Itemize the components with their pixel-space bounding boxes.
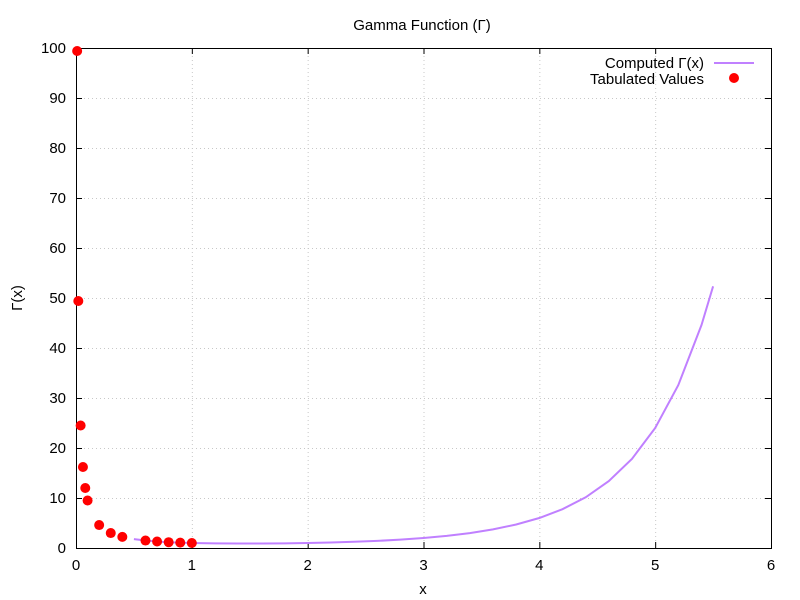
x-tick-label: 6 — [767, 557, 775, 574]
x-tick-label: 1 — [188, 557, 196, 574]
tabulated-point — [75, 420, 86, 431]
y-tick-label: 30 — [49, 390, 66, 407]
tabulated-point — [77, 462, 88, 472]
y-tick-label: 80 — [49, 140, 66, 157]
y-tick-label: 0 — [58, 540, 66, 557]
y-tick-label: 70 — [49, 190, 66, 207]
tabulated-point — [73, 296, 84, 306]
y-tick-label: 10 — [49, 490, 66, 507]
tabulated-point — [105, 528, 116, 539]
tabulated-point — [82, 495, 93, 506]
x-tick-label: 0 — [72, 557, 80, 574]
y-tick-label: 40 — [49, 340, 66, 357]
legend: Computed Γ(x) Tabulated Values — [590, 55, 754, 88]
tabulated-point — [175, 537, 186, 548]
computed-gamma-line — [133, 286, 715, 545]
x-tick-label: 5 — [651, 557, 659, 574]
x-tick-label: 4 — [535, 557, 543, 574]
x-tick-label: 2 — [303, 557, 311, 574]
legend-swatch-tabulated — [729, 73, 739, 83]
legend-label-computed: Computed Γ(x) — [605, 55, 704, 72]
y-axis-ticks: 0 10 20 30 40 50 60 70 80 90 100 — [41, 40, 771, 557]
tabulated-point — [186, 538, 197, 548]
x-tick-label: 3 — [419, 557, 427, 574]
tabulated-point — [117, 531, 128, 542]
y-tick-label: 60 — [49, 240, 66, 257]
tabulated-values-points — [72, 46, 197, 548]
y-axis-title: Γ(x) — [9, 285, 26, 311]
tabulated-point — [140, 535, 151, 546]
gridlines — [76, 48, 771, 548]
chart-title: Gamma Function (Γ) — [353, 17, 490, 34]
y-tick-label: 50 — [49, 290, 66, 307]
y-tick-label: 100 — [41, 40, 66, 57]
tabulated-point — [80, 483, 91, 493]
x-axis-ticks: 0 1 2 3 4 5 6 — [72, 48, 775, 574]
tabulated-point — [94, 520, 105, 531]
tabulated-point — [152, 536, 163, 547]
x-axis-title: x — [419, 581, 427, 598]
tabulated-point — [163, 537, 174, 548]
legend-label-tabulated: Tabulated Values — [590, 71, 704, 88]
tabulated-point — [72, 46, 83, 56]
y-tick-label: 20 — [49, 440, 66, 457]
y-tick-label: 90 — [49, 90, 66, 107]
